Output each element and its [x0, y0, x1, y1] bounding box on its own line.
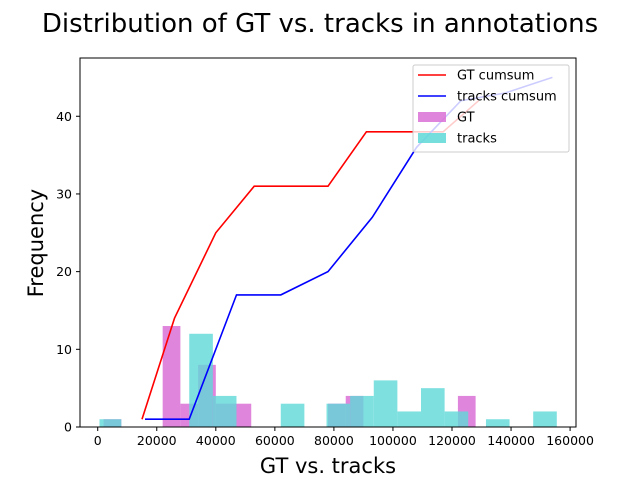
x-tick-label: 0 — [94, 433, 102, 448]
legend-label-tracks-cumsum: tracks cumsum — [457, 90, 557, 105]
histogram-bars — [99, 326, 557, 427]
chart-title: Distribution of GT vs. tracks in annotat… — [42, 9, 598, 39]
y-axis-label: Frequency — [24, 189, 48, 298]
legend-label-GT-cumsum: GT cumsum — [457, 69, 534, 84]
bar-tracks-6 — [373, 380, 398, 427]
bar-tracks-5 — [350, 395, 374, 427]
bar-tracks-4 — [326, 403, 351, 427]
x-tick-label: 40000 — [196, 433, 236, 448]
x-tick-label: 140000 — [487, 433, 535, 448]
legend-frame — [412, 64, 570, 153]
x-tick-label: 120000 — [428, 433, 476, 448]
bar-tracks-7 — [397, 411, 421, 427]
y-tick-label: 30 — [56, 186, 72, 201]
bar-tracks-0 — [99, 419, 122, 427]
y-axis-ticks: 0 10 20 30 40 — [56, 109, 80, 435]
x-tick-label: 80000 — [314, 433, 354, 448]
bar-tracks-10 — [485, 419, 510, 427]
bar-tracks-3 — [280, 403, 305, 427]
y-tick-label: 0 — [64, 420, 72, 435]
bar-GT-1 — [162, 326, 181, 427]
legend-swatch-GT — [418, 112, 446, 122]
plot-frame — [79, 57, 577, 428]
x-axis-label: GT vs. tracks — [260, 454, 396, 478]
bar-GT-5 — [233, 403, 252, 427]
x-tick-label: 100000 — [369, 433, 417, 448]
bar-tracks-8 — [421, 388, 445, 427]
y-tick-label: 20 — [56, 264, 72, 279]
y-tick-label: 40 — [56, 109, 72, 124]
legend-label-tracks: tracks — [457, 132, 497, 147]
x-axis-ticks: 0 20000 40000 60000 80000 100000 120000 140000 1… — [94, 427, 594, 448]
x-tick-label: 20000 — [137, 433, 177, 448]
legend-label-GT: GT — [457, 111, 475, 126]
y-tick-label: 10 — [56, 342, 72, 357]
bar-tracks-1 — [189, 333, 213, 427]
bar-tracks-9 — [444, 411, 469, 427]
x-tick-label: 160000 — [546, 433, 594, 448]
legend-swatch-tracks — [418, 133, 446, 143]
bar-tracks-11 — [533, 411, 557, 427]
legend: GT cumsum tracks cumsum GT tracks — [412, 64, 570, 153]
bar-tracks-2 — [212, 395, 237, 427]
x-tick-label: 60000 — [255, 433, 295, 448]
